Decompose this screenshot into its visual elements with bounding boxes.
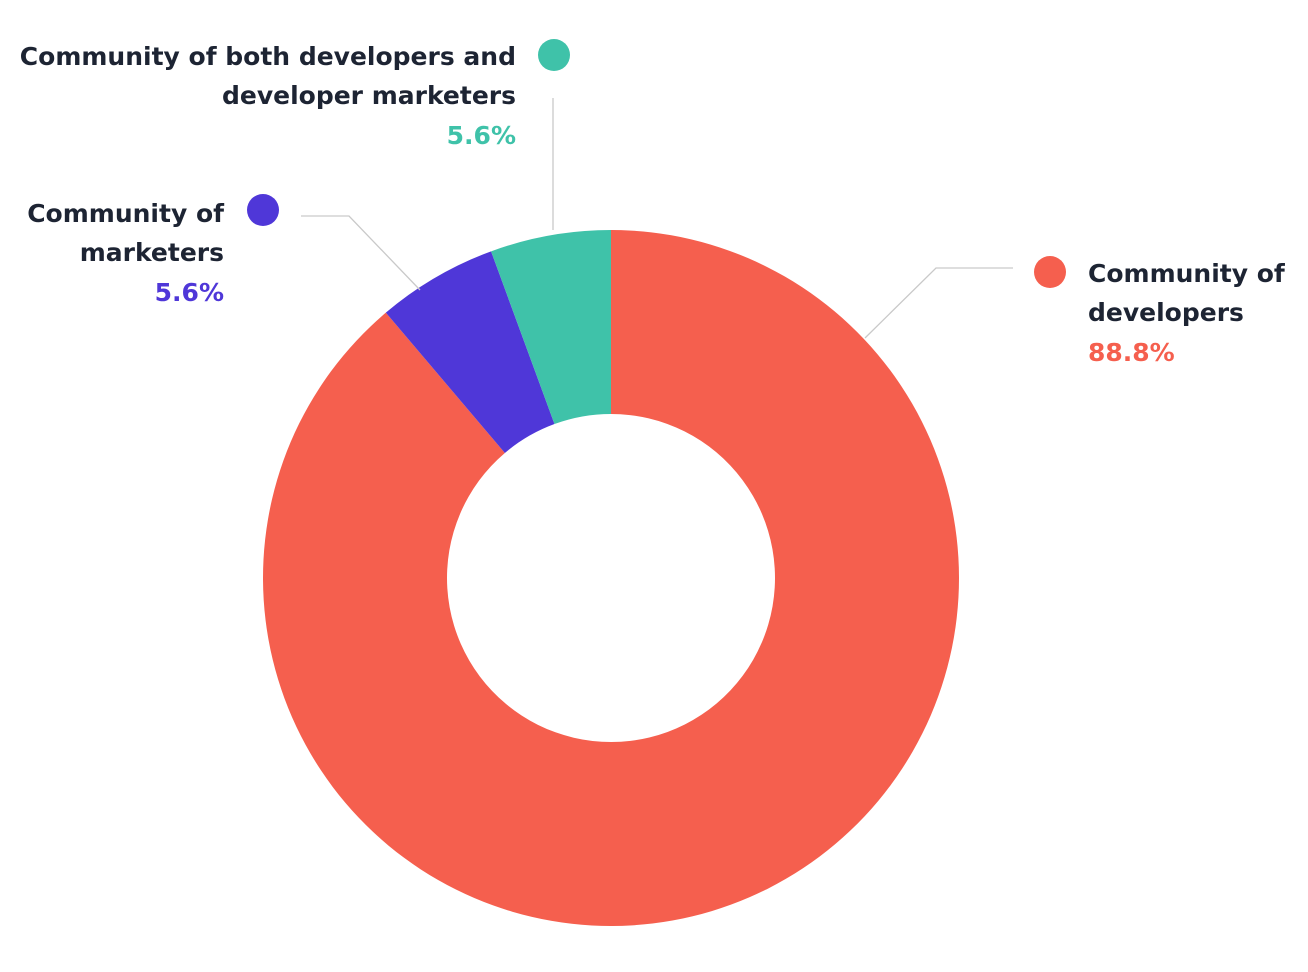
value-label-developers: 88.8% xyxy=(1088,338,1175,367)
value-label-both: 5.6% xyxy=(447,121,516,150)
legend-dot-marketers xyxy=(247,194,279,226)
slice-marketers xyxy=(385,251,555,453)
legend-both: Community of both developers and develop… xyxy=(20,39,570,230)
donut-slices xyxy=(263,230,960,926)
slice-developers xyxy=(263,230,960,926)
slice-both xyxy=(491,230,611,425)
label-marketers-line1: Community of xyxy=(27,199,225,228)
legend-dot-both xyxy=(538,39,570,71)
label-both-line1: Community of both developers and xyxy=(20,42,516,71)
legend-marketers: Community of marketers 5.6% xyxy=(27,194,421,307)
leader-line-marketers xyxy=(301,215,421,291)
svg-text:Community of: Community of xyxy=(27,199,225,228)
svg-text:developers: developers xyxy=(1088,298,1244,327)
label-developers-line2: developers xyxy=(1088,298,1244,327)
svg-text:marketers: marketers xyxy=(80,238,224,267)
leader-line-developers xyxy=(864,267,1013,339)
svg-text:Community of both developers a: Community of both developers and xyxy=(20,42,516,71)
svg-text:developer marketers: developer marketers xyxy=(222,81,516,110)
label-developers-line1: Community of xyxy=(1088,259,1286,288)
value-label-marketers: 5.6% xyxy=(155,278,224,307)
legend-dot-developers xyxy=(1034,256,1066,288)
label-marketers-line2: marketers xyxy=(80,238,224,267)
label-both-line2: developer marketers xyxy=(222,81,516,110)
legend-developers: Community of developers 88.8% xyxy=(864,256,1286,367)
svg-text:Community of: Community of xyxy=(1088,259,1286,288)
